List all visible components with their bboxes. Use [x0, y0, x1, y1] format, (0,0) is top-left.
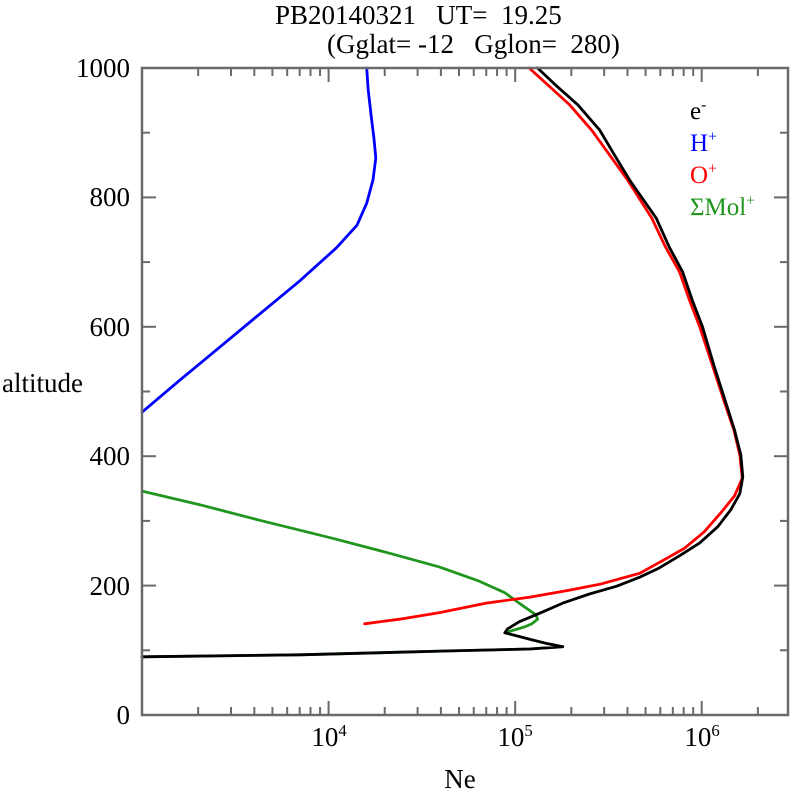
legend-mol-plus-label: ΣMol [690, 194, 747, 221]
legend-item-o-plus: O+ [690, 160, 755, 192]
xtick-1e6-exp: 6 [711, 721, 720, 740]
xtick-1e6-base: 10 [684, 722, 712, 752]
xtick-1e5: 105 [470, 722, 560, 752]
xtick-1e6: 106 [657, 722, 747, 752]
legend-item-electron: e- [690, 96, 755, 128]
legend-mol-plus-sup: + [746, 192, 755, 210]
ytick-600: 600 [89, 312, 131, 342]
ytick-400: 400 [89, 441, 131, 471]
x-axis-title: Ne [444, 764, 476, 794]
xtick-1e5-exp: 5 [524, 721, 533, 740]
plot-subtitle: (Gglat= -12 Gglon= 280) [327, 29, 620, 59]
electron-curve [140, 66, 745, 659]
ytick-1000: 1000 [76, 53, 130, 83]
plot-frame [140, 66, 790, 717]
legend-h-plus-label: H [690, 130, 709, 157]
xtick-1e5-base: 10 [497, 722, 525, 752]
h-plus-curve [140, 66, 378, 414]
plot-title: PB20140321 UT= 19.25 [275, 0, 562, 30]
legend-electron-sup: - [701, 96, 707, 114]
o-plus-curve [363, 66, 744, 626]
xtick-1e4: 104 [284, 722, 374, 752]
ytick-800: 800 [89, 182, 131, 212]
legend: e- H+ O+ ΣMol+ [690, 96, 755, 224]
legend-electron-label: e [690, 98, 702, 125]
legend-item-mol-plus: ΣMol+ [690, 192, 755, 224]
legend-o-plus-sup: + [708, 160, 717, 178]
legend-h-plus-sup: + [708, 128, 717, 146]
xtick-1e4-base: 10 [311, 722, 339, 752]
legend-item-h-plus: H+ [690, 128, 755, 160]
xtick-1e4-exp: 4 [338, 721, 347, 740]
ytick-0: 0 [116, 700, 131, 730]
mol-plus-curve [140, 489, 565, 659]
ytick-200: 200 [89, 571, 131, 601]
y-axis-title: altitude [2, 368, 83, 398]
legend-o-plus-label: O [690, 162, 709, 189]
